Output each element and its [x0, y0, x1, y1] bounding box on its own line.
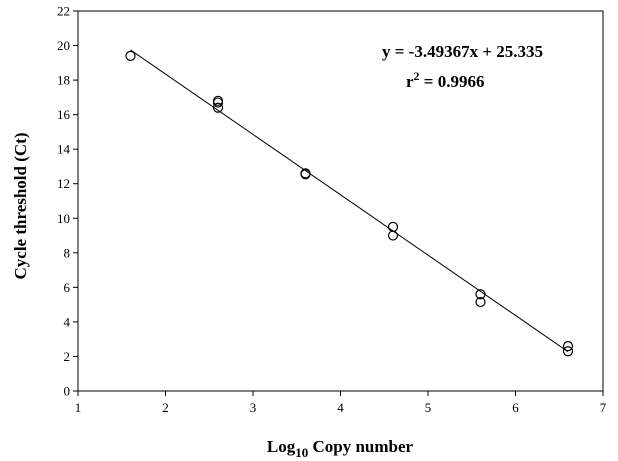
- y-tick-label: 4: [64, 314, 71, 329]
- y-tick-label: 22: [57, 4, 70, 19]
- data-point: [475, 296, 486, 308]
- y-tick-label: 20: [57, 38, 70, 53]
- regression-line: [130, 49, 569, 353]
- y-tick-label: 6: [64, 280, 71, 295]
- x-tick-label: 7: [600, 400, 607, 415]
- data-points: [125, 50, 574, 357]
- y-tick-label: 0: [64, 384, 71, 399]
- x-tick-label: 6: [512, 400, 519, 415]
- data-point: [387, 230, 399, 241]
- x-axis-title: Log10 Copy number: [267, 437, 414, 460]
- data-point: [387, 221, 399, 233]
- r-squared-label: r2 = 0.9966: [406, 69, 484, 91]
- x-tick-label: 4: [337, 400, 344, 415]
- x-tick-label: 5: [425, 400, 432, 415]
- y-tick-label: 12: [57, 176, 70, 191]
- y-tick-label: 14: [57, 142, 71, 157]
- x-axis-ticks: 1 2 3 4 5 6 7: [75, 391, 607, 415]
- regression-line-group: [130, 49, 569, 353]
- y-tick-label: 8: [64, 245, 71, 260]
- data-point: [562, 340, 574, 352]
- y-axis-ticks: 0 2 4 6 8 10 12 14 16 18 20 22: [57, 4, 78, 399]
- data-point: [212, 97, 224, 108]
- x-tick-label: 1: [75, 400, 82, 415]
- y-tick-label: 2: [64, 349, 71, 364]
- y-tick-label: 18: [57, 73, 70, 88]
- y-tick-label: 10: [57, 211, 70, 226]
- data-point: [125, 50, 136, 62]
- x-tick-label: 2: [162, 400, 169, 415]
- y-tick-label: 16: [57, 107, 71, 122]
- equation-label: y = -3.49367x + 25.335: [382, 42, 543, 61]
- y-axis-title: Cycle threshold (Ct): [11, 133, 30, 280]
- data-point: [562, 346, 574, 357]
- x-tick-label: 3: [250, 400, 257, 415]
